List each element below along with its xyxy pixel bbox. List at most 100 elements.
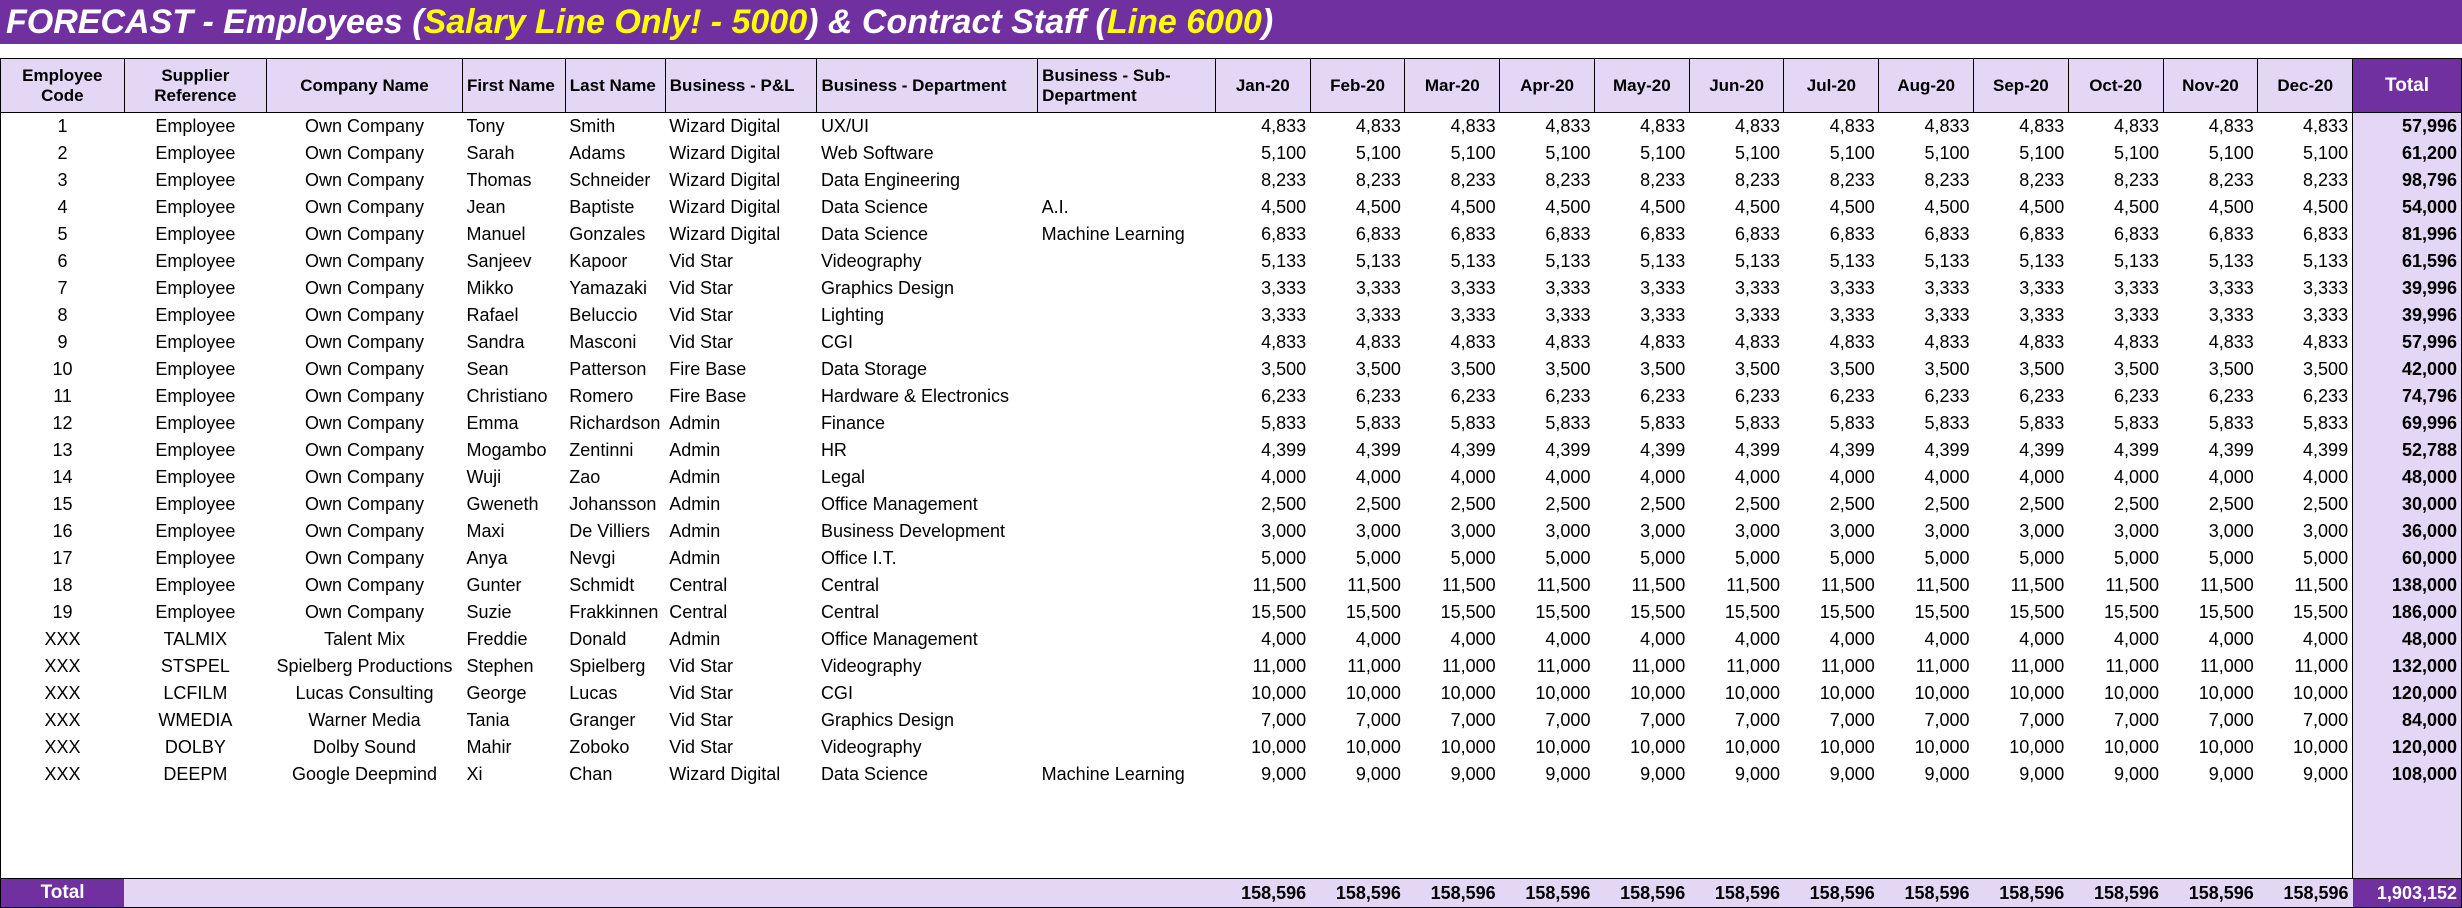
monthly-value-cell[interactable]: 5,833 <box>1734 413 1780 433</box>
monthly-value-cell[interactable]: 4,000 <box>1450 629 1496 649</box>
last-name-cell[interactable]: Lucas <box>569 683 618 703</box>
monthly-total-cell[interactable]: 158,596 <box>1404 877 1500 908</box>
company-name-cell[interactable]: Own Company <box>304 170 425 190</box>
last-name-cell[interactable]: Kapoor <box>569 251 628 271</box>
monthly-value-cell[interactable]: 15,500 <box>1535 602 1591 622</box>
monthly-value-cell[interactable]: 2,500 <box>1640 494 1686 514</box>
monthly-value-cell[interactable]: 4,500 <box>2019 197 2065 217</box>
monthly-value-cell[interactable]: 4,500 <box>1924 197 1970 217</box>
monthly-value-cell[interactable]: 8,233 <box>1450 170 1496 190</box>
monthly-value-cell[interactable]: 2,500 <box>1545 494 1591 514</box>
row-total-cell[interactable]: 57,996 <box>2352 329 2462 356</box>
monthly-value-cell[interactable]: 4,399 <box>1545 440 1591 460</box>
supplier-reference-cell[interactable]: Employee <box>155 575 236 595</box>
monthly-value-cell[interactable]: 4,000 <box>2019 629 2065 649</box>
last-name-cell[interactable]: Adams <box>569 143 626 163</box>
monthly-value-cell[interactable]: 10,000 <box>1535 737 1591 757</box>
monthly-value-cell[interactable]: 4,833 <box>1924 116 1970 136</box>
employee-code-cell[interactable]: 13 <box>0 437 125 464</box>
business-sub-department-cell[interactable] <box>1038 383 1216 410</box>
first-name-cell[interactable]: Tania <box>466 710 510 730</box>
monthly-value-cell[interactable]: 3,333 <box>2303 278 2349 298</box>
row-total-cell[interactable]: 69,996 <box>2352 410 2462 437</box>
last-name-cell[interactable]: Zentinni <box>569 440 634 460</box>
business-pl-cell[interactable]: Vid Star <box>669 737 733 757</box>
supplier-reference-cell[interactable]: Employee <box>155 305 236 325</box>
total-fill-cell[interactable] <box>124 877 1216 908</box>
row-total-cell[interactable]: 120,000 <box>2352 734 2462 761</box>
first-name-cell[interactable]: Sean <box>466 359 509 379</box>
monthly-value-cell[interactable]: 10,000 <box>2009 737 2065 757</box>
monthly-value-cell[interactable]: 3,000 <box>2114 521 2160 541</box>
monthly-value-cell[interactable]: 11,000 <box>2200 656 2254 676</box>
monthly-value-cell[interactable]: 4,500 <box>2208 197 2254 217</box>
business-sub-department-cell[interactable]: Machine Learning <box>1041 764 1185 784</box>
monthly-value-cell[interactable]: 5,000 <box>1734 548 1780 568</box>
monthly-value-cell[interactable]: 11,500 <box>2200 575 2254 595</box>
monthly-value-cell[interactable]: 11,500 <box>2294 575 2349 595</box>
monthly-total-cell[interactable]: 158,596 <box>1310 877 1405 908</box>
monthly-value-cell[interactable]: 3,333 <box>2208 305 2254 325</box>
monthly-value-cell[interactable]: 2,500 <box>1261 494 1307 514</box>
monthly-value-cell[interactable]: 2,500 <box>2114 494 2160 514</box>
monthly-value-cell[interactable]: 4,500 <box>1640 197 1686 217</box>
monthly-value-cell[interactable]: 4,833 <box>1261 116 1307 136</box>
monthly-value-cell[interactable]: 15,500 <box>1251 602 1307 622</box>
monthly-value-cell[interactable]: 3,333 <box>1355 305 1401 325</box>
monthly-value-cell[interactable]: 4,833 <box>1640 116 1686 136</box>
monthly-value-cell[interactable]: 3,333 <box>2019 305 2065 325</box>
business-pl-cell[interactable]: Vid Star <box>669 683 733 703</box>
employee-code-cell[interactable]: 10 <box>0 356 125 383</box>
monthly-value-cell[interactable]: 8,233 <box>1640 170 1686 190</box>
monthly-value-cell[interactable]: 4,399 <box>2019 440 2065 460</box>
monthly-value-cell[interactable]: 5,133 <box>1355 251 1401 271</box>
company-name-cell[interactable]: Own Company <box>304 494 425 514</box>
first-name-cell[interactable]: Mikko <box>466 278 514 298</box>
first-name-cell[interactable]: Anya <box>466 548 508 568</box>
monthly-value-cell[interactable]: 8,233 <box>1261 170 1307 190</box>
business-sub-department-cell[interactable] <box>1038 167 1216 194</box>
business-department-cell[interactable]: Legal <box>820 467 865 487</box>
monthly-value-cell[interactable]: 5,100 <box>1545 143 1591 163</box>
row-total-cell[interactable]: 42,000 <box>2352 356 2462 383</box>
employee-code-cell[interactable]: XXX <box>0 680 125 707</box>
monthly-value-cell[interactable]: 5,000 <box>1355 548 1401 568</box>
monthly-value-cell[interactable]: 11,500 <box>1347 575 1401 595</box>
supplier-reference-cell[interactable]: STSPEL <box>160 656 230 676</box>
monthly-value-cell[interactable]: 5,133 <box>2208 251 2254 271</box>
monthly-value-cell[interactable]: 10,000 <box>1630 683 1686 703</box>
row-total-cell[interactable]: 61,200 <box>2352 140 2462 167</box>
monthly-value-cell[interactable]: 15,500 <box>1440 602 1496 622</box>
column-header[interactable]: Jun-20 <box>1688 58 1785 113</box>
business-department-cell[interactable]: Videography <box>820 251 922 271</box>
column-header[interactable]: Business - P&L <box>664 58 818 113</box>
monthly-value-cell[interactable]: 5,833 <box>2019 413 2065 433</box>
monthly-value-cell[interactable]: 6,233 <box>1545 386 1591 406</box>
company-name-cell[interactable]: Lucas Consulting <box>295 683 434 703</box>
supplier-reference-cell[interactable]: Employee <box>155 278 236 298</box>
employee-code-cell[interactable]: XXX <box>0 626 125 653</box>
monthly-value-cell[interactable]: 5,133 <box>1450 251 1496 271</box>
supplier-reference-cell[interactable]: LCFILM <box>163 683 228 703</box>
monthly-value-cell[interactable]: 4,833 <box>1829 332 1875 352</box>
monthly-value-cell[interactable]: 8,233 <box>2019 170 2065 190</box>
business-pl-cell[interactable]: Wizard Digital <box>669 116 781 136</box>
row-total-cell[interactable]: 48,000 <box>2352 464 2462 491</box>
monthly-value-cell[interactable]: 8,233 <box>1545 170 1591 190</box>
monthly-value-cell[interactable]: 3,000 <box>1450 521 1496 541</box>
monthly-value-cell[interactable]: 4,000 <box>2019 467 2065 487</box>
first-name-cell[interactable]: Emma <box>466 413 519 433</box>
monthly-value-cell[interactable]: 4,399 <box>2114 440 2160 460</box>
column-header[interactable]: Business - Department <box>816 58 1039 113</box>
monthly-value-cell[interactable]: 6,833 <box>1261 224 1307 244</box>
monthly-value-cell[interactable]: 9,000 <box>1734 764 1780 784</box>
monthly-value-cell[interactable]: 4,833 <box>1734 116 1780 136</box>
monthly-value-cell[interactable]: 3,500 <box>2303 359 2349 379</box>
monthly-value-cell[interactable]: 4,833 <box>2114 116 2160 136</box>
employee-code-cell[interactable]: 18 <box>0 572 125 599</box>
employee-code-cell[interactable]: 8 <box>0 302 125 329</box>
last-name-cell[interactable]: Spielberg <box>569 656 646 676</box>
monthly-value-cell[interactable]: 2,500 <box>2208 494 2254 514</box>
empty-cell[interactable] <box>124 788 266 878</box>
first-name-cell[interactable]: Suzie <box>466 602 512 622</box>
